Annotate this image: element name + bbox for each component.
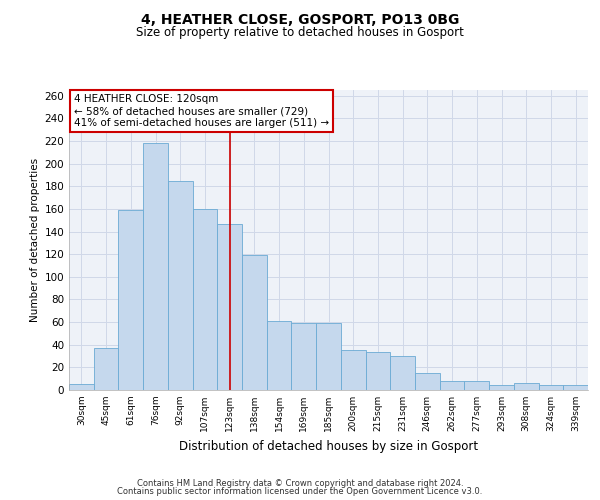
Bar	[217, 224, 242, 390]
Bar	[316, 323, 341, 390]
Bar	[415, 373, 440, 390]
Bar	[489, 386, 514, 390]
Y-axis label: Number of detached properties: Number of detached properties	[30, 158, 40, 322]
Text: Size of property relative to detached houses in Gosport: Size of property relative to detached ho…	[136, 26, 464, 39]
Text: Contains public sector information licensed under the Open Government Licence v3: Contains public sector information licen…	[118, 487, 482, 496]
Bar	[539, 386, 563, 390]
Bar	[365, 352, 390, 390]
Bar	[193, 209, 217, 390]
Bar	[143, 143, 168, 390]
Bar	[390, 356, 415, 390]
Bar	[292, 323, 316, 390]
Bar	[563, 386, 588, 390]
Bar	[514, 383, 539, 390]
Bar	[242, 256, 267, 390]
Bar	[168, 180, 193, 390]
Bar	[94, 348, 118, 390]
Bar	[440, 381, 464, 390]
Text: Contains HM Land Registry data © Crown copyright and database right 2024.: Contains HM Land Registry data © Crown c…	[137, 478, 463, 488]
X-axis label: Distribution of detached houses by size in Gosport: Distribution of detached houses by size …	[179, 440, 478, 452]
Bar	[118, 210, 143, 390]
Text: 4 HEATHER CLOSE: 120sqm
← 58% of detached houses are smaller (729)
41% of semi-d: 4 HEATHER CLOSE: 120sqm ← 58% of detache…	[74, 94, 329, 128]
Bar	[464, 381, 489, 390]
Bar	[69, 384, 94, 390]
Text: 4, HEATHER CLOSE, GOSPORT, PO13 0BG: 4, HEATHER CLOSE, GOSPORT, PO13 0BG	[141, 12, 459, 26]
Bar	[341, 350, 365, 390]
Bar	[267, 321, 292, 390]
